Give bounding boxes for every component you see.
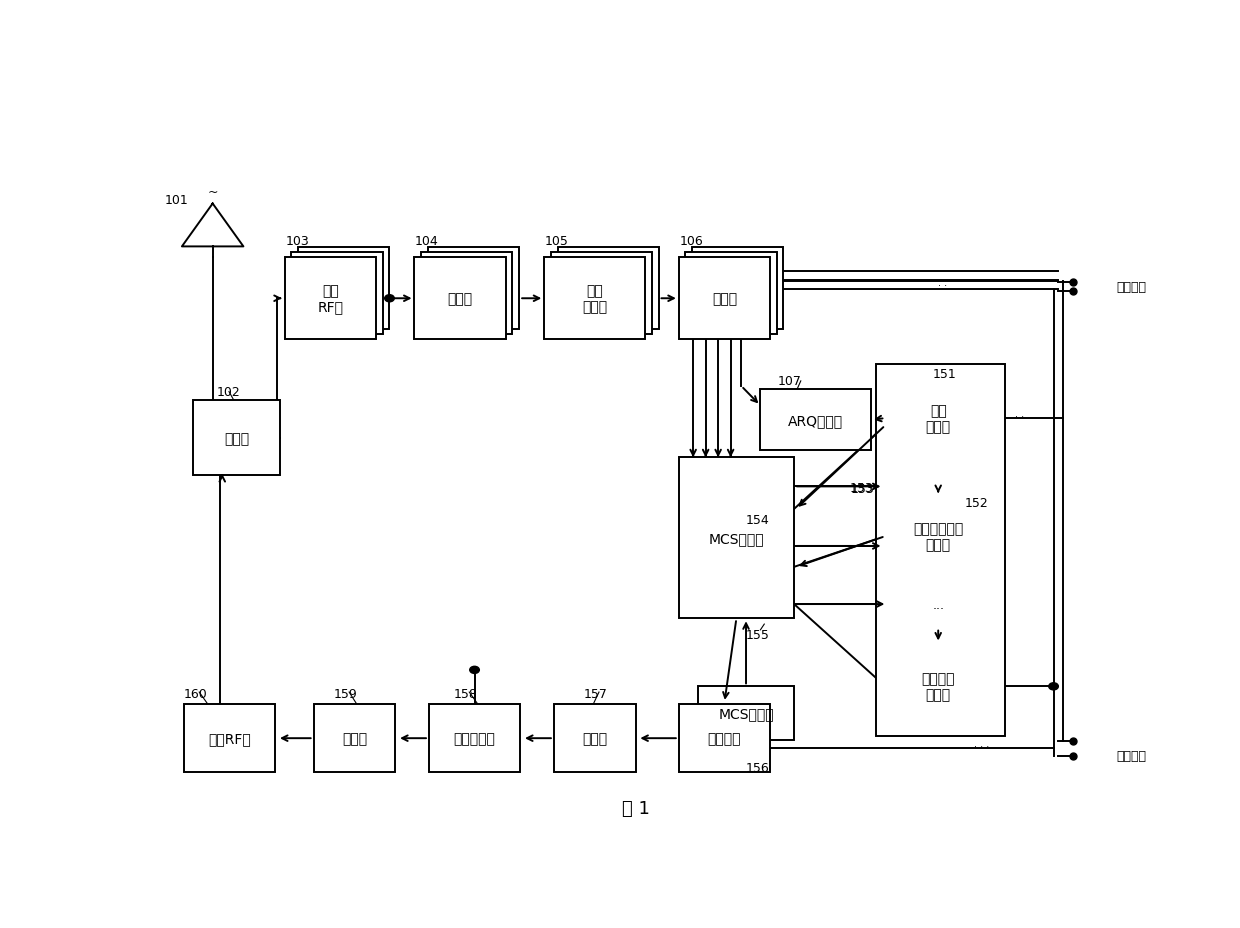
Text: 102: 102	[217, 386, 241, 399]
Bar	[686, 252, 776, 335]
Text: 104: 104	[415, 235, 439, 248]
Bar	[285, 258, 376, 340]
Text: 106: 106	[680, 235, 703, 248]
Bar	[314, 704, 396, 772]
Text: · ·: · ·	[939, 280, 947, 290]
Bar	[678, 458, 794, 619]
Text: · · ·: · · ·	[973, 741, 990, 752]
Text: 159: 159	[334, 688, 357, 701]
Bar	[698, 687, 794, 741]
Bar	[885, 383, 991, 455]
Bar	[692, 248, 784, 330]
Text: 共用器: 共用器	[224, 432, 249, 445]
Bar	[291, 252, 383, 335]
Text: 接收
RF部: 接收 RF部	[317, 284, 343, 314]
Bar	[544, 258, 645, 340]
Text: · ·: · ·	[1016, 411, 1024, 421]
Bar	[678, 258, 770, 340]
Text: 105: 105	[544, 235, 569, 248]
Text: 151: 151	[932, 367, 957, 380]
Text: MCS选择部: MCS选择部	[708, 532, 764, 546]
Text: 服务类别
判定部: 服务类别 判定部	[921, 672, 955, 702]
Text: 最多重发次数
设定部: 最多重发次数 设定部	[913, 522, 963, 551]
Text: 复用部: 复用部	[582, 731, 608, 745]
Bar	[760, 390, 870, 451]
Text: 153: 153	[851, 483, 874, 496]
Text: 157: 157	[583, 688, 608, 701]
Bar	[558, 248, 658, 330]
Text: 接收信号: 接收信号	[1116, 280, 1146, 293]
Text: 156: 156	[745, 761, 770, 774]
Bar	[429, 704, 521, 772]
Text: 153: 153	[849, 482, 873, 495]
Text: 发送信号: 发送信号	[1116, 750, 1146, 763]
Bar	[298, 248, 389, 330]
Bar	[428, 248, 520, 330]
Text: 发送RF部: 发送RF部	[208, 731, 250, 745]
Circle shape	[1049, 683, 1059, 690]
Text: 154: 154	[745, 513, 770, 526]
Circle shape	[384, 295, 394, 303]
Bar	[875, 365, 1006, 737]
Bar	[551, 252, 652, 335]
Text: 调制部: 调制部	[342, 731, 367, 745]
Text: 103: 103	[285, 235, 309, 248]
Text: 纠错编码部: 纠错编码部	[454, 731, 496, 745]
Text: MCS选择表: MCS选择表	[718, 706, 774, 720]
Text: 解调部: 解调部	[448, 292, 472, 306]
Text: 纠错
解码部: 纠错 解码部	[582, 284, 608, 314]
Bar	[554, 704, 636, 772]
Text: 图 1: 图 1	[621, 799, 650, 817]
Text: ARQ控制部: ARQ控制部	[789, 413, 843, 428]
Text: ...: ...	[932, 598, 944, 611]
Bar	[678, 704, 770, 772]
Text: 155: 155	[745, 628, 770, 641]
Bar	[422, 252, 512, 335]
Text: 160: 160	[184, 688, 207, 701]
Bar	[885, 494, 991, 579]
Text: 发送队列: 发送队列	[708, 731, 742, 745]
Text: 分离部: 分离部	[712, 292, 737, 306]
Text: 152: 152	[965, 496, 988, 509]
Text: 101: 101	[164, 194, 188, 207]
Text: 158: 158	[454, 688, 477, 701]
Circle shape	[470, 666, 480, 674]
Text: 107: 107	[777, 375, 801, 388]
Bar	[193, 401, 280, 476]
Text: 用户
判定部: 用户 判定部	[925, 404, 951, 433]
Text: ~: ~	[207, 186, 218, 199]
Bar	[885, 644, 991, 729]
Bar	[414, 258, 506, 340]
Bar	[184, 704, 275, 772]
